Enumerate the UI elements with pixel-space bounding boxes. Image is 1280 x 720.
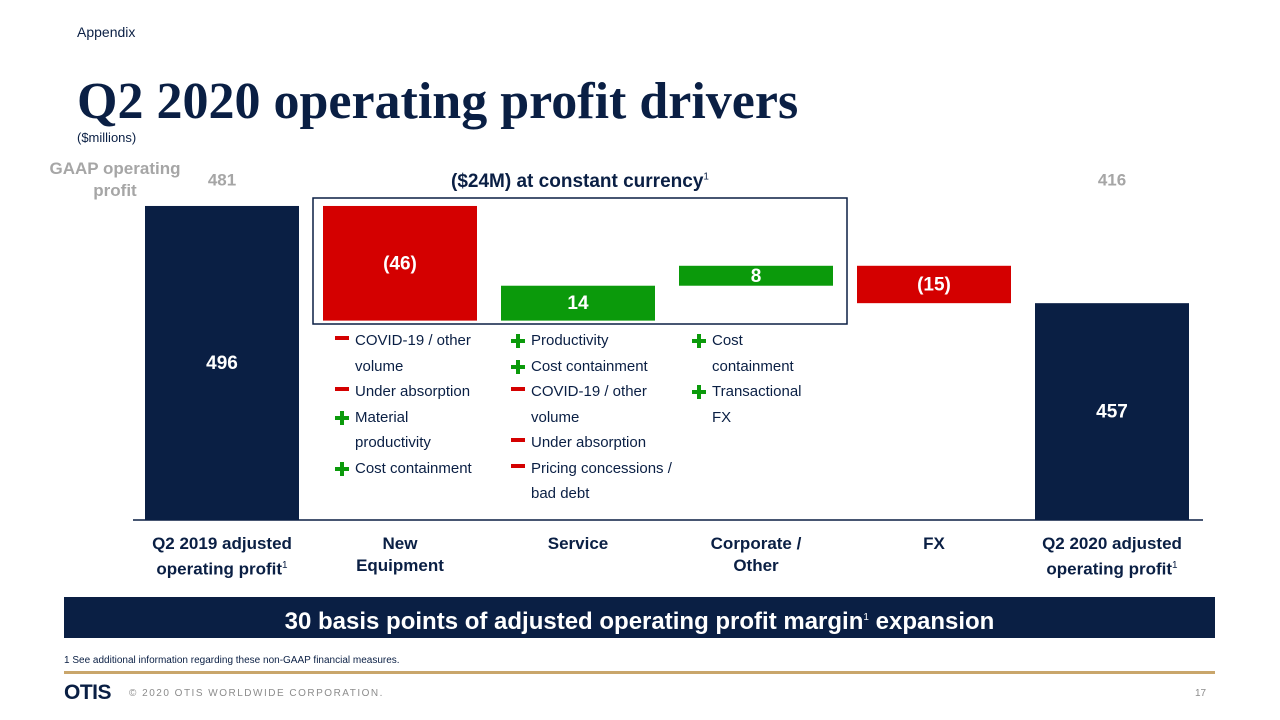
minus-icon [511, 463, 525, 468]
annotation: ($24M) at constant currency1 [420, 171, 740, 193]
driver-item: COVID-19 / other volume [511, 379, 681, 430]
bar [679, 265, 833, 286]
driver-text: Cost containment [355, 459, 472, 477]
footnote: 1 See additional information regarding t… [64, 655, 400, 666]
x-tick-label: Q2 2020 adjusted operating profit1 [1027, 533, 1197, 581]
driver-list: COVID-19 / other volume Under absorption M… [335, 328, 475, 481]
driver-list: Cost containment Transactional FX [692, 328, 812, 430]
subtitle: ($millions) [77, 130, 137, 145]
x-tick-label: Corporate / Other [696, 533, 816, 577]
driver-list: Productivity Cost containment COVID-19 / o… [511, 328, 681, 507]
driver-text: Cost containment [712, 332, 794, 375]
category-name: New Equipment [356, 534, 444, 575]
plus-bar [335, 466, 349, 471]
x-tick-label: New Equipment [345, 533, 455, 577]
bar [145, 205, 299, 520]
banner-note: 1 [863, 612, 869, 623]
driver-text: Pricing concessions / bad debt [531, 459, 672, 503]
driver-item: Pricing concessions / bad debt [511, 456, 681, 507]
minus-bar [511, 387, 525, 391]
category-name: Corporate / Other [710, 534, 802, 575]
plus-icon [511, 359, 525, 374]
minus-icon [511, 438, 525, 442]
plus-bar [511, 339, 525, 343]
driver-text: Material productivity [355, 408, 431, 452]
annotation-text: ($24M) at constant currency [451, 171, 704, 192]
bar [323, 205, 477, 321]
driver-item: COVID-19 / other volume [335, 328, 475, 379]
value-label: 457 [1096, 402, 1128, 423]
banner: 30 basis points of adjusted operating pr… [64, 597, 1215, 638]
divider [64, 671, 1215, 674]
driver-text: Under absorption [531, 434, 647, 451]
slide-title: Q2 2020 operating profit drivers [77, 73, 799, 130]
driver-text: Under absorption [355, 383, 471, 400]
category-name: FX [923, 534, 945, 553]
value-label: 14 [567, 293, 589, 314]
constant-currency-box [312, 197, 848, 325]
category-note: 1 [1172, 560, 1178, 571]
plus-icon [335, 461, 349, 476]
plus-bar [692, 390, 706, 394]
value-label: (46) [383, 253, 417, 274]
annotation-note: 1 [703, 171, 709, 183]
gaap-value: 481 [208, 170, 236, 189]
bar [857, 265, 1011, 304]
driver-item: Transactional FX [692, 379, 812, 430]
value-label: 496 [206, 353, 238, 374]
driver-item: Under absorption [511, 430, 681, 456]
minus-bar [511, 438, 525, 442]
plus-bar [692, 339, 706, 343]
x-tick-label: Service [493, 533, 663, 555]
minus-bar [335, 387, 349, 391]
x-tick-label: FX [849, 533, 1019, 555]
driver-text: Productivity [531, 332, 609, 349]
page-number: 17 [1195, 688, 1207, 699]
banner-text: 30 basis points of adjusted operating pr… [284, 608, 864, 635]
plus-icon [692, 385, 706, 399]
bar [1035, 303, 1189, 520]
driver-item: Cost containment [335, 456, 475, 482]
bar [501, 285, 655, 321]
plus-bar [511, 364, 525, 369]
value-label: 8 [751, 266, 762, 287]
plus-icon [692, 334, 706, 348]
minus-icon [335, 336, 349, 340]
category-name: Service [547, 534, 609, 553]
driver-item: Material productivity [335, 405, 475, 456]
driver-text: Cost containment [531, 357, 648, 375]
copyright: © 2020 OTIS WORLDWIDE CORPORATION. [129, 688, 384, 699]
minus-icon [335, 387, 349, 391]
driver-text: COVID-19 / other volume [355, 332, 471, 375]
logo: OTIS [64, 681, 112, 704]
gaap-label: GAAP operating profit [49, 159, 181, 200]
section-label: Appendix [77, 24, 136, 40]
driver-text: COVID-19 / other volume [531, 383, 647, 426]
driver-item: Under absorption [335, 379, 475, 405]
x-tick-label: Q2 2019 adjusted operating profit1 [137, 533, 307, 581]
banner-text-after: expansion [868, 608, 995, 635]
driver-text: Transactional FX [712, 383, 802, 426]
minus-bar [511, 463, 525, 468]
driver-item: Cost containment [511, 354, 681, 380]
minus-icon [511, 387, 525, 391]
driver-item: Cost containment [692, 328, 812, 379]
minus-bar [335, 336, 349, 340]
category-name: Q2 2020 adjusted operating profit [1042, 534, 1182, 579]
category-note: 1 [282, 560, 288, 571]
plus-icon [335, 410, 349, 425]
plus-bar [335, 415, 349, 420]
gaap-value: 416 [1098, 170, 1126, 189]
plus-icon [511, 334, 525, 348]
category-name: Q2 2019 adjusted operating profit [152, 534, 292, 579]
value-label: (15) [917, 274, 951, 295]
driver-item: Productivity [511, 328, 681, 354]
